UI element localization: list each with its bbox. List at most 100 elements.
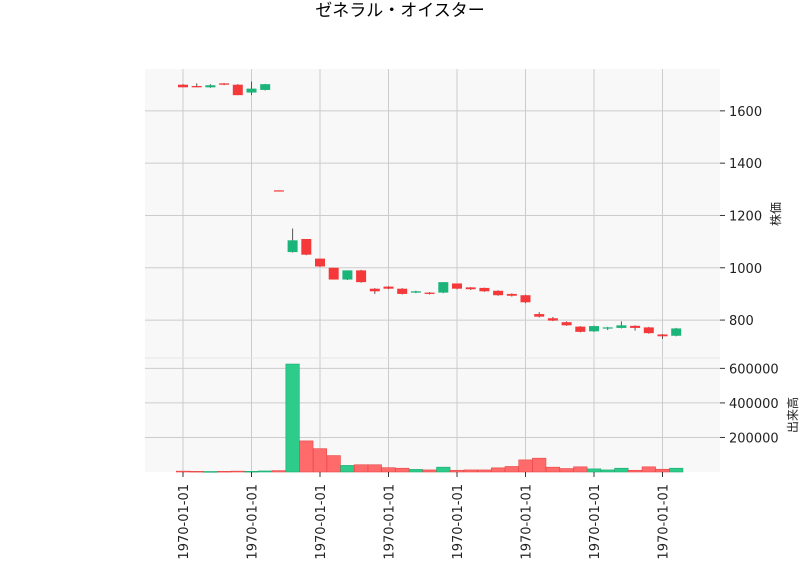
price-tick-label: 1600 <box>729 105 762 120</box>
x-tick-label: 1970-01-01 <box>177 484 192 560</box>
candle-body <box>547 318 558 321</box>
candle-body <box>561 322 572 326</box>
candle-body <box>287 240 298 253</box>
volume-bar <box>381 467 396 473</box>
volume-bar <box>422 469 437 473</box>
price-candles <box>178 81 682 339</box>
volume-bar <box>354 464 369 473</box>
candle-body <box>410 291 421 293</box>
volume-axis-label: 出来高 <box>785 397 800 433</box>
volume-bar <box>463 469 478 473</box>
candle-body <box>616 325 627 328</box>
candle-body <box>191 86 202 88</box>
candle-body <box>452 283 462 289</box>
volume-bar <box>545 466 560 473</box>
price-tick-label: 800 <box>729 314 754 329</box>
volume-bar <box>573 466 588 473</box>
price-tick-label: 1200 <box>729 209 762 224</box>
candle-body <box>643 327 654 334</box>
candle-body <box>232 84 243 96</box>
volume-bar <box>230 470 245 473</box>
candle-body <box>479 287 490 292</box>
volume-tick-label: 400000 <box>729 397 779 412</box>
volume-bar <box>559 468 574 473</box>
candle-body <box>383 286 394 289</box>
volume-bar <box>258 470 273 473</box>
volume-bar <box>203 471 218 473</box>
candle-body <box>575 326 586 332</box>
volume-bar <box>217 471 232 473</box>
volume-tick-label: 600000 <box>729 362 779 377</box>
candle-body <box>273 190 284 192</box>
candle-body <box>205 85 216 88</box>
volume-bar <box>641 466 656 473</box>
candle-body <box>657 334 668 337</box>
volume-bar <box>504 466 519 473</box>
candle-body <box>397 288 408 294</box>
candle-body <box>301 239 312 255</box>
candle-body <box>315 258 325 267</box>
volume-bar <box>271 470 286 473</box>
candle-body <box>493 290 504 296</box>
volume-bar <box>408 469 423 473</box>
volume-bar <box>395 467 410 473</box>
volume-bar <box>477 469 492 473</box>
candle-body <box>424 292 435 294</box>
volume-bars <box>175 363 684 473</box>
volume-tick-label: 200000 <box>729 431 779 446</box>
x-tick-label: 1970-01-01 <box>246 484 261 560</box>
x-tick-label: 1970-01-01 <box>314 484 329 560</box>
candle-body <box>246 88 257 93</box>
candle-body <box>671 328 682 336</box>
x-tick-label: 1970-01-01 <box>451 484 466 560</box>
x-tick-label: 1970-01-01 <box>520 484 535 560</box>
candle-body <box>630 325 641 328</box>
volume-bar <box>449 469 465 473</box>
price-tick-label: 1000 <box>729 262 762 277</box>
volume-bar <box>628 469 643 473</box>
candle-body <box>506 293 517 296</box>
volume-bar <box>614 467 629 473</box>
axis-ticks: 800 1000 1200 1400 1600 200000 400000 600000 197… <box>177 105 779 560</box>
candle-body <box>438 282 449 293</box>
candle-body <box>342 270 353 280</box>
volume-bar <box>655 468 670 473</box>
volume-bar <box>189 471 204 473</box>
x-tick-label: 1970-01-01 <box>657 484 672 560</box>
candle-body <box>520 295 531 303</box>
price-tick-label: 1400 <box>729 157 762 172</box>
candle-body <box>369 288 380 292</box>
volume-bar <box>175 470 191 473</box>
volume-bar <box>518 459 533 473</box>
chart-title: ゼネラル・オイスター <box>315 1 485 21</box>
volume-bar <box>367 464 382 473</box>
candle-body <box>589 326 599 332</box>
volume-bar <box>491 467 506 473</box>
candle-body <box>465 287 476 290</box>
candle-body <box>260 84 271 90</box>
volume-bar <box>586 468 602 473</box>
grid-lines <box>145 69 720 472</box>
price-axis-label: 株価 <box>768 202 783 226</box>
volume-bar <box>340 465 355 473</box>
candle-body <box>602 327 613 329</box>
volume-bar <box>299 440 314 473</box>
candle-body <box>219 83 230 85</box>
volume-bar <box>312 448 328 473</box>
x-tick-label: 1970-01-01 <box>383 484 398 560</box>
volume-bar <box>244 471 259 473</box>
x-tick-label: 1970-01-01 <box>588 484 603 560</box>
candle-body <box>534 314 545 317</box>
candle-body <box>328 267 339 280</box>
candle-body <box>178 84 188 88</box>
volume-bar <box>436 466 451 473</box>
volume-bar <box>285 363 300 473</box>
volume-bar <box>326 455 341 473</box>
volume-panel <box>145 358 720 472</box>
price-panel <box>145 69 720 358</box>
volume-bar <box>600 469 615 473</box>
volume-bar <box>669 467 684 473</box>
volume-bar <box>532 457 547 473</box>
candle-body <box>356 270 367 283</box>
